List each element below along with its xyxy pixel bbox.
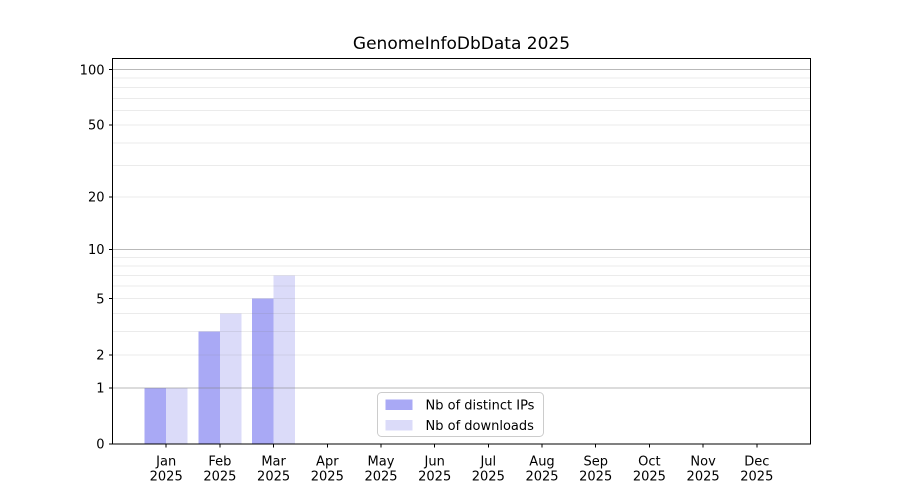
x-tick-year-nov: 2025 [687,470,720,485]
x-tick-year-feb: 2025 [203,470,236,485]
x-tick-label-aug: Aug [529,455,554,470]
x-tick-label-jan: Jan [155,455,176,470]
x-tick-year-mar: 2025 [257,470,290,485]
y-tick-label-50: 50 [88,119,105,134]
x-tick-label-nov: Nov [690,455,716,470]
plot-border [112,58,811,445]
bar-downloads-jan [166,387,188,444]
legend-swatch-distinct-ips [385,399,413,410]
x-tick-year-dec: 2025 [740,470,773,485]
y-tick-label-1: 1 [96,381,104,396]
x-tick-year-may: 2025 [364,470,397,485]
chart-title: GenomeInfoDbData 2025 [353,34,570,54]
bars-layer [144,275,296,444]
bar-downloads-feb [219,313,242,444]
y-tick-label-20: 20 [88,191,105,206]
ticks-layer [109,69,758,448]
x-tick-label-oct: Oct [638,455,660,470]
y-tick-label-5: 5 [96,292,104,307]
bar-downloads-mar [273,275,296,444]
tick-labels-layer: 0125102050100Jan2025Feb2025Mar2025Apr202… [80,63,774,484]
x-tick-year-apr: 2025 [311,470,344,485]
x-tick-year-jun: 2025 [418,470,451,485]
legend-swatch-downloads [385,420,413,431]
grid-layer [112,69,811,389]
legend-label-downloads: Nb of downloads [426,419,535,434]
x-tick-year-oct: 2025 [633,470,666,485]
x-tick-label-feb: Feb [208,455,231,470]
x-tick-year-jan: 2025 [150,470,183,485]
x-tick-label-jun: Jun [424,455,445,470]
legend-box [377,392,544,437]
x-tick-year-aug: 2025 [525,470,558,485]
x-tick-label-apr: Apr [316,455,339,470]
y-tick-label-100: 100 [80,63,105,78]
x-tick-year-jul: 2025 [472,470,505,485]
x-tick-label-may: May [368,455,395,470]
bar-distinct-ips-mar [252,298,274,444]
x-tick-label-sep: Sep [583,455,608,470]
x-tick-label-dec: Dec [744,455,769,470]
y-tick-label-10: 10 [88,243,105,258]
y-tick-label-2: 2 [96,349,104,364]
legend-label-distinct-ips: Nb of distinct IPs [426,399,535,414]
x-tick-year-sep: 2025 [579,470,612,485]
x-tick-label-mar: Mar [261,455,286,470]
legend: Nb of distinct IPs Nb of downloads [377,392,544,437]
x-tick-label-jul: Jul [479,455,496,470]
bar-distinct-ips-jan [144,387,167,444]
y-tick-label-0: 0 [96,438,104,453]
